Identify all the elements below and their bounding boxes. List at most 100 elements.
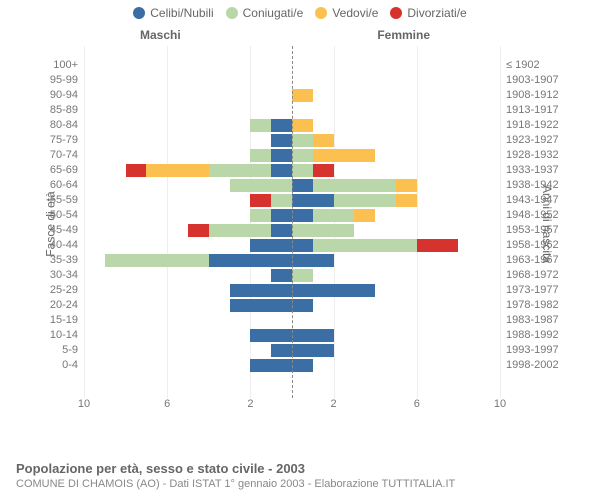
birth-year-label: 1998-2002 xyxy=(500,359,559,371)
birth-year-label: 1968-1972 xyxy=(500,269,559,281)
bar-female-widowed xyxy=(313,134,334,147)
birth-year-label: 1953-1957 xyxy=(500,224,559,236)
bar-female-married xyxy=(292,269,313,282)
birth-year-label: 1903-1907 xyxy=(500,74,559,86)
bar-male-single xyxy=(250,239,292,252)
bar-male-single xyxy=(230,284,292,297)
bar-female-single xyxy=(292,344,334,357)
bar-male-single xyxy=(271,269,292,282)
chart-container: Celibi/Nubili Coniugati/e Vedovi/e Divorzia… xyxy=(0,0,600,500)
bar-male-single xyxy=(271,164,292,177)
age-label: 50-54 xyxy=(50,209,84,221)
x-tick: 2 xyxy=(331,398,337,410)
bar-female-widowed xyxy=(396,194,417,207)
legend-label: Vedovi/e xyxy=(332,6,378,20)
married-swatch-icon xyxy=(226,7,238,19)
age-label: 30-34 xyxy=(50,269,84,281)
legend-item-single: Celibi/Nubili xyxy=(133,6,213,20)
bar-male-married xyxy=(105,254,209,267)
age-label: 100+ xyxy=(53,59,84,71)
bar-female-single xyxy=(292,299,313,312)
bar-female-widowed xyxy=(292,89,313,102)
age-label: 80-84 xyxy=(50,119,84,131)
birth-year-label: 1913-1917 xyxy=(500,104,559,116)
bar-male-married xyxy=(250,119,271,132)
legend-item-married: Coniugati/e xyxy=(226,6,304,20)
age-label: 95-99 xyxy=(50,74,84,86)
bar-female-widowed xyxy=(292,119,313,132)
birth-year-label: 1993-1997 xyxy=(500,344,559,356)
x-tick: 2 xyxy=(247,398,253,410)
age-label: 65-69 xyxy=(50,164,84,176)
age-label: 75-79 xyxy=(50,134,84,146)
bar-female-married xyxy=(313,209,355,222)
bar-female-single xyxy=(292,359,313,372)
bar-male-single xyxy=(271,149,292,162)
bar-female-married xyxy=(292,224,354,237)
age-label: 10-14 xyxy=(50,329,84,341)
legend-label: Coniugati/e xyxy=(243,6,304,20)
bar-male-married xyxy=(250,149,271,162)
bar-female-married xyxy=(313,239,417,252)
bar-female-single xyxy=(292,254,334,267)
bar-male-married xyxy=(209,164,271,177)
birth-year-label: 1928-1932 xyxy=(500,149,559,161)
x-tick: 10 xyxy=(494,398,506,410)
widowed-swatch-icon xyxy=(315,7,327,19)
age-label: 35-39 xyxy=(50,254,84,266)
age-label: 45-49 xyxy=(50,224,84,236)
bar-male-married xyxy=(271,194,292,207)
bar-female-single xyxy=(292,239,313,252)
x-axis: 10622610 xyxy=(84,398,500,414)
bar-male-divorced xyxy=(126,164,147,177)
bar-female-single xyxy=(292,209,313,222)
heading-females: Femmine xyxy=(377,28,430,42)
bar-male-single xyxy=(271,134,292,147)
legend: Celibi/Nubili Coniugati/e Vedovi/e Divorzia… xyxy=(0,0,600,24)
bar-male-single xyxy=(250,359,292,372)
birth-year-label: 1948-1952 xyxy=(500,209,559,221)
birth-year-label: 1988-1992 xyxy=(500,329,559,341)
birth-year-label: 1938-1942 xyxy=(500,179,559,191)
birth-year-label: 1943-1947 xyxy=(500,194,559,206)
age-label: 20-24 xyxy=(50,299,84,311)
x-tick: 6 xyxy=(414,398,420,410)
bar-male-married xyxy=(209,224,271,237)
divorced-swatch-icon xyxy=(390,7,402,19)
bar-female-widowed xyxy=(396,179,417,192)
age-label: 90-94 xyxy=(50,89,84,101)
bar-male-married xyxy=(230,179,292,192)
legend-item-divorced: Divorziati/e xyxy=(390,6,466,20)
x-tick: 10 xyxy=(78,398,90,410)
birth-year-label: 1908-1912 xyxy=(500,89,559,101)
bar-male-single xyxy=(230,299,292,312)
age-label: 0-4 xyxy=(62,359,84,371)
age-label: 60-64 xyxy=(50,179,84,191)
bar-male-married xyxy=(250,209,271,222)
birth-year-label: 1973-1977 xyxy=(500,284,559,296)
age-label: 85-89 xyxy=(50,104,84,116)
bar-female-married xyxy=(334,194,396,207)
birth-year-label: 1963-1967 xyxy=(500,254,559,266)
chart-title: Popolazione per età, sesso e stato civil… xyxy=(16,461,590,476)
chart-footer: Popolazione per età, sesso e stato civil… xyxy=(16,461,590,490)
birth-year-label: ≤ 1902 xyxy=(500,59,540,71)
birth-year-label: 1923-1927 xyxy=(500,134,559,146)
plot-area: 100+≤ 190295-991903-190790-941908-191285… xyxy=(84,46,500,398)
legend-label: Divorziati/e xyxy=(407,6,466,20)
legend-item-widowed: Vedovi/e xyxy=(315,6,378,20)
single-swatch-icon xyxy=(133,7,145,19)
age-label: 40-44 xyxy=(50,239,84,251)
age-label: 15-19 xyxy=(50,314,84,326)
heading-males: Maschi xyxy=(140,28,181,42)
bar-female-divorced xyxy=(313,164,334,177)
chart-area: Maschi Femmine Fasce di età Anni di nasc… xyxy=(20,24,580,424)
bar-male-single xyxy=(209,254,292,267)
bar-male-divorced xyxy=(250,194,271,207)
bar-female-single xyxy=(292,329,334,342)
bar-female-widowed xyxy=(313,149,375,162)
birth-year-label: 1933-1937 xyxy=(500,164,559,176)
bar-female-single xyxy=(292,284,375,297)
age-label: 5-9 xyxy=(62,344,84,356)
bar-female-married xyxy=(292,149,313,162)
